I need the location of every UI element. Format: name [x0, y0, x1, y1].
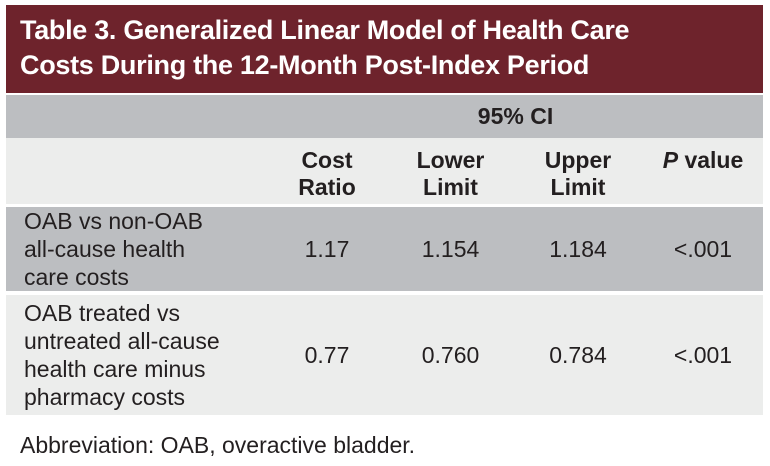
upper-limit-value: 0.784: [549, 341, 607, 368]
column-header-upper-limit: Upper Limit: [513, 138, 643, 204]
column-header-cost-ratio-line1: Cost: [301, 147, 353, 173]
column-header-p-value: P value: [643, 138, 763, 204]
column-header-row: Cost Ratio Lower Limit Upper Limit P val…: [6, 138, 763, 204]
cost-ratio-value: 0.77: [304, 341, 350, 368]
column-header-upper-limit-line1: Upper: [544, 147, 612, 173]
column-header-cost-ratio: Cost Ratio: [266, 138, 388, 204]
row-label: OAB treated vs untreated all-cause healt…: [6, 295, 266, 415]
ci-header-row: 95% CI: [6, 95, 763, 138]
table-title-line1: Table 3. Generalized Linear Model of Hea…: [20, 15, 630, 45]
column-header-cost-ratio-line2: Ratio: [298, 174, 356, 200]
lower-limit-value: 0.760: [421, 341, 480, 368]
column-header-lower-limit-line1: Lower: [416, 147, 485, 173]
abbreviation-note: Abbreviation: OAB, overactive bladder.: [20, 432, 416, 458]
upper-limit-value: 1.184: [549, 235, 607, 262]
row-label-text: OAB vs non-OAB all-cause health care cos…: [24, 208, 203, 290]
table-row: OAB vs non-OAB all-cause health care cos…: [6, 207, 763, 291]
ci-header-label: 95% CI: [477, 103, 554, 129]
table-figure: Table 3. Generalized Linear Model of Hea…: [6, 5, 763, 459]
p-value-rest: value: [678, 147, 744, 173]
column-header-lower-limit-line2: Limit: [423, 174, 478, 200]
p-value: <.001: [673, 235, 733, 262]
table-title-line2: Costs During the 12-Month Post-Index Per…: [20, 50, 590, 80]
column-header-empty: [6, 138, 266, 204]
table-row: OAB treated vs untreated all-cause healt…: [6, 295, 763, 415]
column-header-lower-limit: Lower Limit: [388, 138, 513, 204]
p-value: <.001: [673, 341, 733, 368]
column-header-upper-limit-line2: Limit: [550, 174, 606, 200]
row-label: OAB vs non-OAB all-cause health care cos…: [6, 207, 266, 291]
p-symbol: P: [662, 147, 679, 173]
lower-limit-value: 1.154: [421, 235, 480, 262]
cost-ratio-value: 1.17: [304, 235, 350, 262]
column-header-p-value-text: P value: [663, 147, 744, 174]
row-label-text: OAB treated vs untreated all-cause healt…: [24, 300, 220, 410]
table-title-band: Table 3. Generalized Linear Model of Hea…: [6, 5, 763, 93]
